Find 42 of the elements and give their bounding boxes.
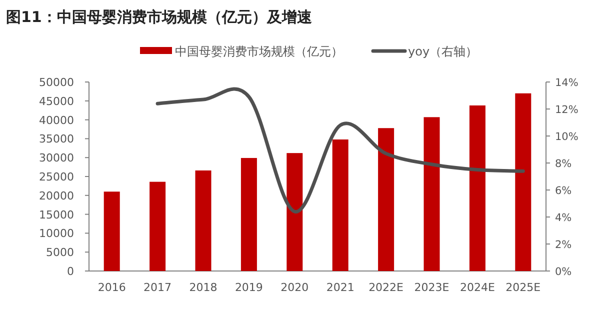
x-tick-label: 2023E [414, 281, 450, 294]
bar [469, 105, 486, 271]
y2-tick-label: 8% [555, 158, 572, 170]
bar [150, 182, 166, 271]
y-tick-label: 45000 [39, 94, 74, 108]
bar [378, 128, 394, 271]
bar [332, 139, 348, 271]
x-tick-label: 2020 [280, 281, 309, 294]
bar [104, 192, 120, 271]
y-tick-label: 35000 [39, 132, 74, 146]
y-tick-label: 10000 [39, 227, 74, 240]
bar [424, 117, 440, 271]
x-tick-label: 2022E [368, 281, 404, 294]
y2-tick-label: 14% [555, 77, 578, 89]
y-tick-label: 5000 [46, 246, 74, 260]
y-tick-label: 0 [67, 265, 74, 278]
x-tick-label: 2025E [506, 281, 541, 294]
y2-tick-label: 4% [555, 212, 572, 224]
y-tick-label: 25000 [39, 170, 74, 184]
bar [515, 93, 532, 271]
y-tick-label: 15000 [39, 208, 74, 222]
y2-tick-label: 6% [555, 185, 572, 197]
legend-label: 中国母婴消费市场规模（亿元） [175, 44, 343, 58]
legend-label: yoy（右轴） [408, 44, 478, 58]
x-tick-label: 2016 [98, 281, 126, 294]
y-tick-label: 40000 [39, 114, 74, 127]
x-tick-label: 2018 [189, 281, 218, 294]
x-tick-label: 2024E [460, 281, 495, 294]
bar [286, 153, 303, 271]
y-tick-label: 30000 [39, 152, 74, 165]
y-tick-label: 20000 [39, 189, 74, 202]
y2-tick-label: 2% [555, 239, 572, 251]
x-tick-label: 2019 [234, 281, 263, 294]
chart-title: 图11：中国母婴消费市场规模（亿元）及增速 [6, 8, 313, 26]
x-tick-label: 2017 [144, 281, 172, 294]
bar [195, 170, 212, 271]
bar [240, 158, 257, 271]
y2-tick-label: 10% [555, 131, 578, 143]
x-tick-label: 2021 [326, 281, 354, 294]
y2-tick-label: 0% [555, 266, 572, 278]
y-tick-label: 50000 [39, 76, 74, 89]
y2-tick-label: 12% [555, 104, 578, 116]
